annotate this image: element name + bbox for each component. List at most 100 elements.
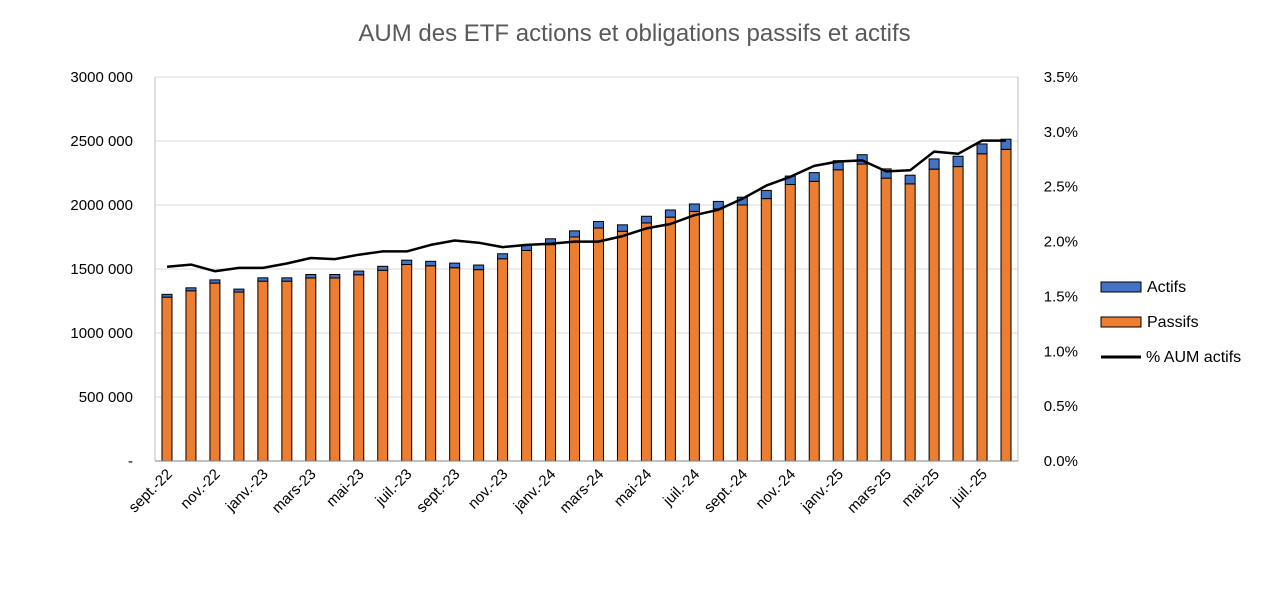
x-tick-label: mars-25 <box>844 466 895 517</box>
bar-passifs <box>640 222 652 462</box>
bar-passifs <box>281 280 293 462</box>
y-left-tick-label: 500 000 <box>79 389 133 406</box>
x-tick-label: janv.-24 <box>510 466 560 516</box>
bar-passifs <box>784 184 796 462</box>
chart-title: AUM des ETF actions et obligations passi… <box>358 20 911 47</box>
bar-passifs <box>952 166 964 462</box>
x-tick-label: mai-23 <box>323 466 367 510</box>
bar-passifs <box>592 227 604 462</box>
bar-passifs <box>449 267 461 462</box>
bar-actifs <box>425 260 437 267</box>
legend-label: % AUM actifs <box>1146 349 1241 366</box>
bar-passifs <box>401 264 413 462</box>
x-tick-label: mai-25 <box>898 466 942 510</box>
bar-passifs <box>880 177 892 462</box>
bar-passifs <box>736 204 748 462</box>
bar-passifs <box>664 216 676 462</box>
x-tick-label: juil.-25 <box>947 466 991 510</box>
x-tick-label: mars-23 <box>269 466 320 517</box>
bar-passifs <box>257 280 269 462</box>
line-pct-aum-actifs <box>166 139 1006 273</box>
bar-actifs <box>329 274 341 279</box>
bar-passifs <box>473 269 485 462</box>
bar-passifs <box>808 180 820 462</box>
y-right-tick-label: 2.0% <box>1044 234 1078 251</box>
legend-label: Actifs <box>1147 279 1186 296</box>
bar-passifs <box>688 210 700 462</box>
bar-passifs <box>233 291 245 462</box>
bar-actifs <box>904 174 916 185</box>
y-left-tick-label: 3000 000 <box>70 69 133 86</box>
bar-actifs <box>880 168 892 179</box>
y-left-tick-label: 2000 000 <box>70 197 133 214</box>
bar-passifs <box>760 198 772 462</box>
y-right-tick-label: 0.5% <box>1044 398 1078 415</box>
bar-actifs <box>377 265 389 271</box>
bar-actifs <box>233 288 245 293</box>
x-tick-label: mai-24 <box>611 466 655 510</box>
gridlines <box>155 76 1018 398</box>
bar-actifs <box>449 262 461 269</box>
x-tick-label: janv.-25 <box>797 466 847 516</box>
bar-passifs <box>425 265 437 462</box>
bar-passifs <box>497 258 509 462</box>
y-left-tick-label: 2500 000 <box>70 133 133 150</box>
bar-actifs <box>281 277 293 282</box>
bar-actifs <box>640 215 652 224</box>
bar-passifs <box>545 244 557 462</box>
x-tick-label: sept.-22 <box>125 466 175 516</box>
x-tick-label: sept.-24 <box>701 466 751 516</box>
bar-actifs <box>760 189 772 200</box>
y-right-tick-label: 3.0% <box>1044 124 1078 141</box>
line-series <box>166 139 1006 273</box>
bar-passifs <box>712 208 724 462</box>
bar-actifs <box>569 230 581 238</box>
x-tick-label: janv.-23 <box>222 466 272 516</box>
y-left-tick-label: 1500 000 <box>70 261 133 278</box>
bar-passifs <box>329 277 341 462</box>
y-left-tick-label: 1000 000 <box>70 325 133 342</box>
bar-passifs <box>185 290 197 462</box>
bar-actifs <box>401 259 413 266</box>
x-tick-label: juil.-24 <box>659 466 703 510</box>
legend-swatch-passifs <box>1100 316 1142 328</box>
y-right-tick-label: 2.5% <box>1044 179 1078 196</box>
bar-passifs <box>161 296 173 462</box>
bar-actifs <box>976 143 988 155</box>
bar-actifs <box>353 270 365 276</box>
y-left-tick-label: - <box>128 453 133 470</box>
legend-swatch-actifs <box>1100 281 1142 293</box>
bar-actifs <box>185 287 197 292</box>
bar-passifs <box>832 169 844 462</box>
x-tick-label: nov.-23 <box>465 466 512 513</box>
bar-actifs <box>209 279 221 284</box>
bar-actifs <box>688 203 700 212</box>
x-tick-label: nov.-22 <box>177 466 224 513</box>
bar-actifs <box>257 277 269 282</box>
bar-actifs <box>1000 138 1012 150</box>
bar-passifs <box>305 277 317 462</box>
bar-passifs <box>616 230 628 462</box>
x-tick-label: nov.-24 <box>752 466 799 513</box>
bar-actifs <box>616 224 628 232</box>
bar-actifs <box>161 293 173 298</box>
bar-passifs <box>928 168 940 462</box>
bar-actifs <box>592 221 604 229</box>
bar-actifs <box>664 209 676 218</box>
bar-passifs <box>976 153 988 462</box>
bar-actifs <box>808 172 820 182</box>
x-tick-label: sept.-23 <box>413 466 463 516</box>
bar-passifs <box>377 269 389 462</box>
bar-passifs <box>569 236 581 462</box>
y-right-tick-label: 3.5% <box>1044 69 1078 86</box>
y-right-tick-label: 1.5% <box>1044 288 1078 305</box>
y-right-tick-label: 1.0% <box>1044 343 1078 360</box>
bar-actifs <box>473 264 485 271</box>
x-tick-label: mars-24 <box>556 466 607 517</box>
bar-passifs <box>521 249 533 462</box>
legend-label: Passifs <box>1147 314 1199 331</box>
bar-passifs <box>353 274 365 462</box>
legend: Actifs Passifs % AUM actifs <box>1100 279 1241 366</box>
